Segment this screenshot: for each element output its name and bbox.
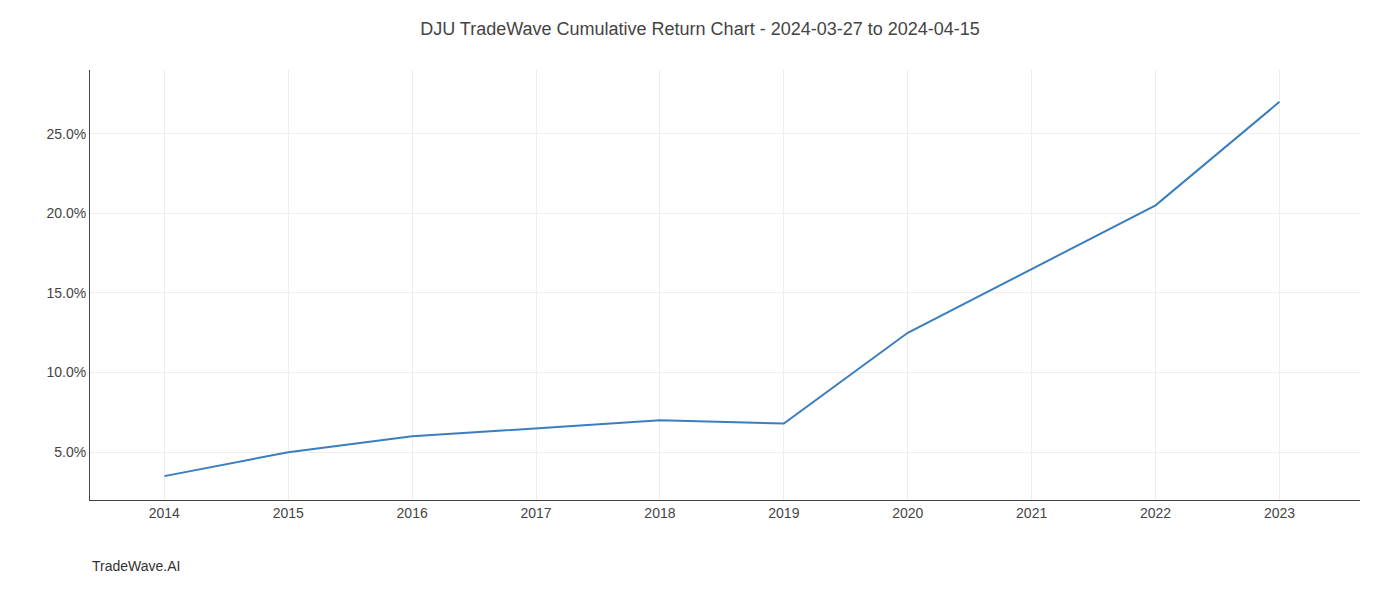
svg-text:2021: 2021 xyxy=(1016,505,1047,521)
svg-text:2014: 2014 xyxy=(149,505,180,521)
svg-text:15.0%: 15.0% xyxy=(46,285,86,301)
svg-text:2016: 2016 xyxy=(397,505,428,521)
svg-text:2023: 2023 xyxy=(1264,505,1295,521)
svg-text:2019: 2019 xyxy=(768,505,799,521)
svg-text:10.0%: 10.0% xyxy=(46,364,86,380)
svg-text:2017: 2017 xyxy=(520,505,551,521)
svg-text:DJU TradeWave Cumulative Retur: DJU TradeWave Cumulative Return Chart - … xyxy=(420,19,980,39)
svg-text:2020: 2020 xyxy=(892,505,923,521)
svg-text:2018: 2018 xyxy=(644,505,675,521)
svg-text:2015: 2015 xyxy=(273,505,304,521)
svg-text:5.0%: 5.0% xyxy=(54,444,86,460)
svg-text:2022: 2022 xyxy=(1140,505,1171,521)
svg-text:20.0%: 20.0% xyxy=(46,205,86,221)
svg-text:TradeWave.AI: TradeWave.AI xyxy=(92,558,180,574)
svg-text:25.0%: 25.0% xyxy=(46,126,86,142)
